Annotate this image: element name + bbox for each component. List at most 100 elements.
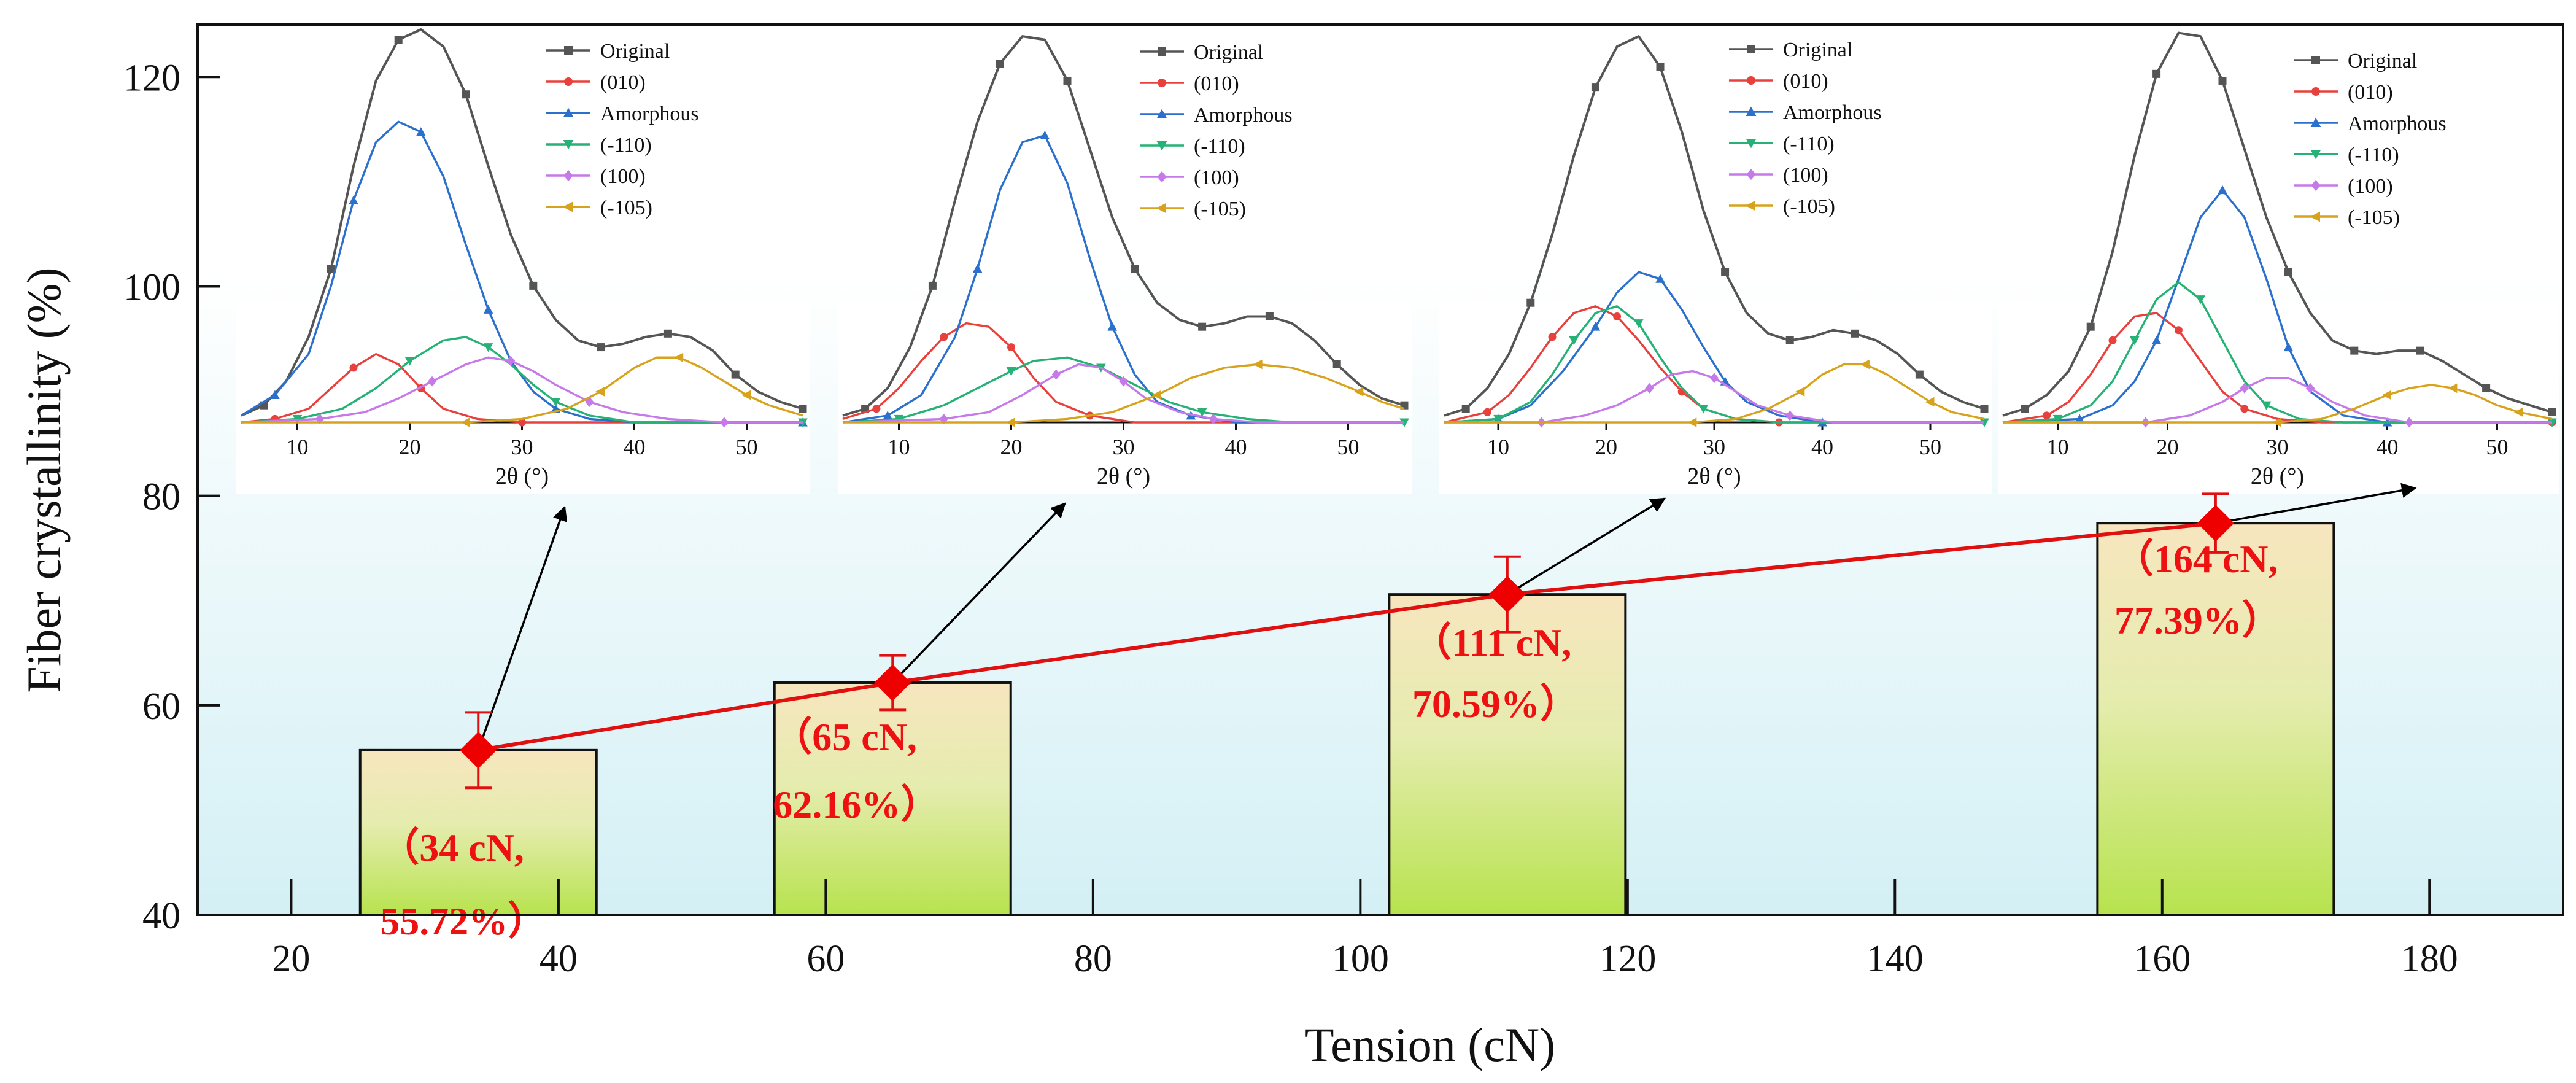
- inset-point-marker: [1461, 405, 1470, 413]
- x-axis-title: Tension (cN): [1305, 1018, 1555, 1071]
- x-tick-label: 160: [2133, 938, 2191, 980]
- inset-x-title: 2θ (°): [1687, 464, 1741, 489]
- inset-point-marker: [2283, 342, 2294, 352]
- inset-series-line: [842, 356, 1404, 424]
- inset-point-marker: [996, 60, 1004, 68]
- inset-x-title: 2θ (°): [495, 464, 549, 489]
- inset-point-marker: [939, 413, 948, 424]
- inset-point-marker: [972, 263, 983, 273]
- inset-point-marker: [506, 355, 516, 367]
- x-tick-label: 100: [1332, 938, 1389, 980]
- inset-legend-label: Amorphous: [1783, 101, 1882, 124]
- inset-point-marker: [404, 357, 415, 366]
- data-point-label-tension: （34 cN,: [380, 826, 524, 869]
- y-tick-label: 60: [142, 686, 180, 728]
- inset-point-marker: [883, 411, 892, 420]
- inset-point-marker: [1006, 367, 1016, 376]
- data-point-label-tension: （164 cN,: [2114, 537, 2278, 581]
- inset-point-marker: [2284, 268, 2292, 276]
- inset-point-marker: [394, 36, 403, 44]
- inset-point-marker: [529, 281, 538, 290]
- inset-point-marker: [597, 343, 605, 352]
- inset-point-marker: [1860, 359, 1870, 370]
- inset-pointer-arrow: [2215, 483, 2417, 524]
- inset-point-marker: [1483, 408, 1491, 416]
- inset-point-marker: [2482, 384, 2491, 392]
- inset-point-marker: [1006, 417, 1015, 427]
- inset-point-marker: [1156, 141, 1167, 151]
- inset-point-marker: [1265, 312, 1274, 320]
- inset-legend-label: Amorphous: [600, 103, 699, 125]
- inset-point-marker: [1709, 373, 1719, 384]
- inset-legend-label: (-110): [1194, 135, 1245, 158]
- inset-tick-label: 50: [1337, 435, 1360, 459]
- arrows-layer: [477, 483, 2417, 751]
- inset-tick-label: 30: [1113, 435, 1135, 459]
- inset-point-marker: [564, 77, 573, 86]
- y-axis-title: Fiber crystallinity (%): [17, 267, 71, 693]
- inset-series-line: [2003, 376, 2552, 424]
- data-point-label-value: 55.72%）: [380, 899, 547, 943]
- inset-tick-label: 10: [1487, 435, 1509, 459]
- inset-legend-label: (100): [600, 165, 646, 188]
- inset-point-marker: [2086, 322, 2095, 331]
- inset-point-marker: [663, 329, 672, 338]
- inset-point-marker: [2311, 56, 2320, 64]
- inset-point-marker: [1151, 390, 1161, 400]
- inset-point-marker: [1747, 45, 1755, 53]
- inset-legend-label: (010): [1194, 72, 1239, 95]
- inset-point-marker: [2350, 346, 2359, 355]
- inset-tick-label: 40: [2377, 435, 2399, 459]
- inset-legend-label: Original: [1194, 41, 1263, 64]
- inset-point-marker: [562, 201, 573, 212]
- inset-point-marker: [460, 417, 470, 427]
- inset-point-marker: [2548, 408, 2556, 416]
- inset-point-marker: [1645, 382, 1654, 394]
- inset-background: [236, 301, 810, 494]
- y-tick-label: 40: [142, 895, 180, 937]
- inset-series-line: [2003, 384, 2553, 424]
- inset-series-line: [2002, 31, 2553, 417]
- inset-legend-label: Original: [600, 40, 670, 63]
- inset-series-line: [1444, 35, 1985, 417]
- xrd-insets-layer: 10 20 30 40 50 2θ (°) Original (010) Amorphous (-…: [236, 28, 2559, 494]
- plot-frame: [196, 23, 2564, 916]
- inset-point-marker: [719, 417, 729, 428]
- inset-point-marker: [1156, 109, 1167, 118]
- inset-legend-label: (-105): [1783, 195, 1835, 218]
- inset-point-marker: [1569, 336, 1579, 346]
- inset-background: [1998, 301, 2559, 494]
- inset-point-marker: [2416, 346, 2424, 355]
- inset-point-marker: [2306, 382, 2315, 394]
- inset-legend-label: Amorphous: [1194, 104, 1293, 126]
- inset-point-marker: [1119, 376, 1128, 387]
- inset-legend-label: Original: [1783, 39, 1852, 61]
- inset-tick-label: 40: [1225, 435, 1247, 459]
- inset-point-marker: [551, 398, 561, 407]
- crystallinity-bar: [1388, 593, 1627, 916]
- inset-point-marker: [940, 333, 948, 341]
- inset-point-marker: [1634, 319, 1644, 328]
- trend-layer: （34 cN, 55.72%） （65 cN, 62.16%） （111 cN, 70.5…: [380, 492, 2281, 943]
- inset-point-marker: [1745, 200, 1755, 211]
- data-point-label-tension: （111 cN,: [1412, 621, 1572, 664]
- inset-point-marker: [2151, 335, 2162, 344]
- inset-point-marker: [2021, 405, 2029, 413]
- inset-point-marker: [563, 140, 574, 150]
- inset-point-marker: [2218, 185, 2227, 195]
- inset-point-marker: [2311, 87, 2320, 96]
- inset-series-line: [241, 336, 803, 424]
- inset-pointer-arrow: [477, 505, 568, 751]
- inset-legend-label: (100): [1783, 164, 1828, 187]
- inset-point-marker: [483, 305, 493, 314]
- inset-point-marker: [349, 195, 358, 204]
- inset-point-marker: [2195, 295, 2205, 305]
- inset-point-marker: [2218, 76, 2227, 85]
- inset-point-marker: [2152, 69, 2161, 78]
- crystallinity-trend-line: [478, 521, 2216, 752]
- inset-point-marker: [731, 370, 740, 379]
- inset-point-marker: [2513, 407, 2523, 417]
- inset-point-marker: [270, 390, 280, 399]
- inset-tick-label: 20: [1000, 435, 1023, 459]
- inset-point-marker: [1131, 265, 1139, 273]
